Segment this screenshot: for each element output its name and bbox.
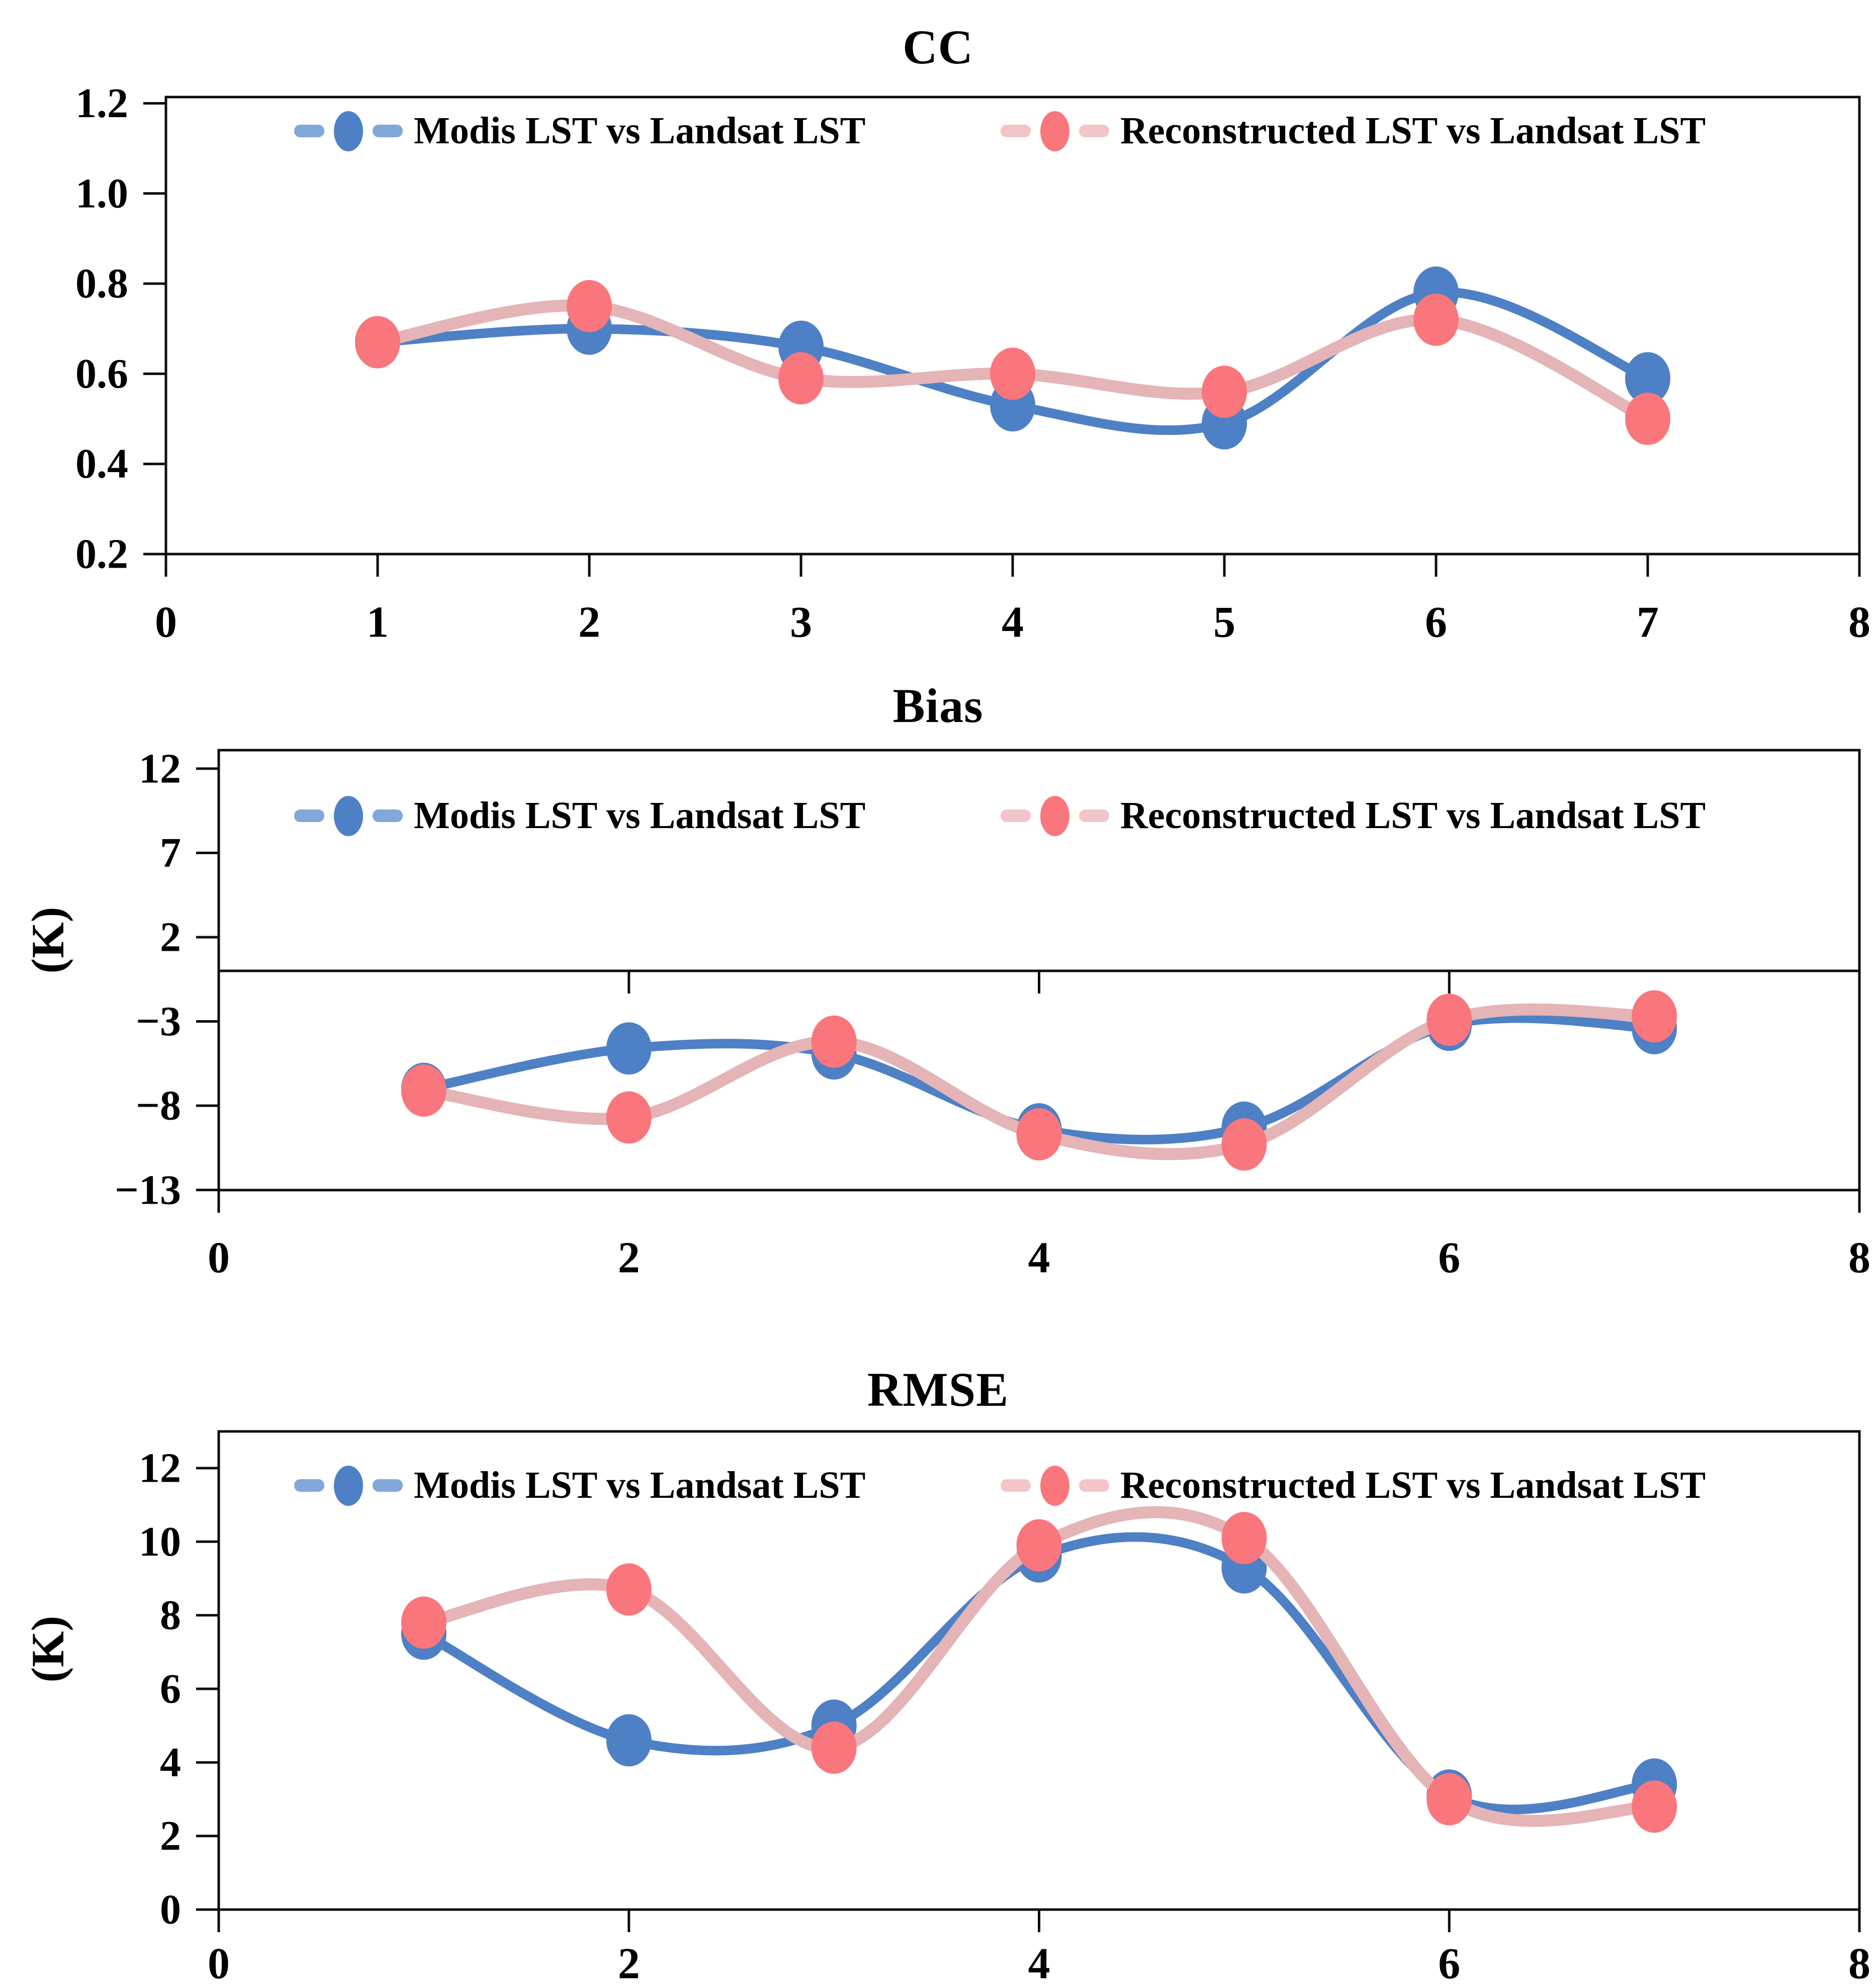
bias-y-tick-label: −3: [136, 998, 181, 1045]
chart-cc: CC Modis LST vs Landsat LST Reconstructe…: [0, 0, 1876, 669]
cc-x-tick-label: 1: [367, 598, 389, 647]
rmse-reconstructed-marker: [1426, 1773, 1472, 1826]
cc-plot-canvas: 1.2 1.0 0.8 0.6 0.4 0.2 0 1 2 3 4 5 6 7 8: [75, 80, 1870, 647]
cc-x-tick-label: 8: [1848, 598, 1870, 647]
cc-reconstructed-marker: [355, 316, 400, 369]
cc-x-tick-label: 3: [790, 598, 812, 647]
legend-label-reconstructed: Reconstructed LST vs Landsat LST: [1120, 794, 1706, 837]
bias-y-tick-label: 2: [160, 914, 181, 960]
rmse-reconstructed-marker: [606, 1563, 652, 1616]
chart-cc-title: CC: [903, 20, 973, 74]
rmse-x-tick-label: 2: [618, 1940, 640, 1987]
legend-label-modis: Modis LST vs Landsat LST: [414, 794, 866, 837]
reconstructed-legend-marker-icon: [1001, 1462, 1109, 1508]
rmse-reconstructed-marker: [1016, 1519, 1062, 1572]
cc-plot-frame: [164, 96, 1861, 556]
legend-label-reconstructed: Reconstructed LST vs Landsat LST: [1120, 109, 1706, 152]
rmse-x-tick-label: 4: [1028, 1940, 1050, 1987]
rmse-x-tick-label: 0: [208, 1940, 230, 1987]
bias-reconstructed-marker: [401, 1064, 446, 1117]
rmse-reconstructed-marker: [811, 1722, 857, 1774]
modis-legend-marker-icon: [294, 108, 403, 154]
cc-y-tick-label: 0.4: [75, 440, 128, 487]
rmse-reconstructed-marker: [401, 1596, 446, 1649]
bias-y-tick-label: −8: [136, 1082, 181, 1129]
rmse-y-tick-label: 6: [160, 1665, 181, 1712]
cc-x-tick-label: 4: [1002, 598, 1024, 647]
bias-reconstructed-marker: [1221, 1118, 1267, 1171]
cc-reconstructed-marker: [778, 352, 824, 405]
cc-x-tick-label: 6: [1425, 598, 1447, 647]
bias-plot-canvas: 12 7 2 −3 −8 −13 0 2 4 6 8: [115, 745, 1870, 1283]
rmse-y-tick-label: 4: [160, 1739, 181, 1786]
modis-legend-marker-icon: [294, 1462, 403, 1508]
bias-y-tick-label: −13: [115, 1166, 181, 1213]
chart-bias: Bias (K) Modis LST vs Landsat LST Recons…: [0, 669, 1876, 1317]
legend-label-modis: Modis LST vs Landsat LST: [414, 109, 866, 152]
legend-item-modis: Modis LST vs Landsat LST: [294, 792, 865, 839]
bias-y-tick-label: 7: [160, 830, 181, 876]
chart-bias-title: Bias: [892, 679, 984, 733]
cc-reconstructed-marker: [1413, 293, 1459, 346]
bias-x-tick-label: 6: [1438, 1234, 1460, 1283]
cc-reconstructed-marker: [990, 347, 1035, 400]
rmse-y-tick-label: 2: [160, 1813, 181, 1859]
cc-reconstructed-marker: [1625, 393, 1670, 445]
legend-item-reconstructed: Reconstructed LST vs Landsat LST: [1001, 1462, 1706, 1508]
bias-reconstructed-marker: [811, 1015, 857, 1068]
legend-item-reconstructed: Reconstructed LST vs Landsat LST: [1001, 108, 1706, 154]
bias-x-tick-label: 8: [1848, 1234, 1870, 1283]
cc-y-tick-label: 0.8: [75, 260, 128, 307]
cc-x-tick-label: 5: [1213, 598, 1235, 647]
legend-label-reconstructed: Reconstructed LST vs Landsat LST: [1120, 1464, 1706, 1506]
rmse-x-tick-label: 6: [1438, 1940, 1460, 1987]
bias-x-tick-label: 0: [208, 1234, 230, 1283]
modis-legend-marker-icon: [294, 792, 403, 839]
bias-x-tick-label: 4: [1028, 1234, 1050, 1283]
rmse-plot-frame: [217, 1430, 1861, 1911]
chart-rmse-title: RMSE: [867, 1363, 1009, 1416]
cc-reconstructed-marker: [567, 280, 612, 332]
bias-reconstructed-marker: [606, 1091, 652, 1144]
cc-y-tick-label: 1.0: [75, 170, 128, 217]
rmse-x-tick-label: 8: [1848, 1940, 1870, 1987]
rmse-reconstructed-marker: [1221, 1511, 1267, 1564]
bias-x-tick-label: 2: [618, 1234, 640, 1283]
rmse-y-tick-label: 0: [160, 1886, 181, 1933]
reconstructed-legend-marker-icon: [1001, 792, 1109, 839]
rmse-reconstructed-marker: [1632, 1780, 1677, 1833]
cc-x-tick-label: 7: [1637, 598, 1659, 647]
bias-reconstructed-marker: [1426, 994, 1472, 1046]
bias-y-tick-label: 12: [139, 745, 181, 792]
rmse-plot-canvas: 12 10 8 6 4 2 00 2 4 6 8: [139, 1430, 1870, 1987]
legend-item-modis: Modis LST vs Landsat LST: [294, 1462, 865, 1508]
cc-y-tick-label: 0.6: [75, 350, 128, 397]
rmse-y-tick-label: 8: [160, 1592, 181, 1639]
cc-y-tick-label: 1.2: [75, 80, 128, 127]
cc-x-tick-label: 0: [155, 598, 177, 647]
chart-rmse: RMSE (K) Modis LST vs Landsat LST Recons…: [0, 1317, 1876, 1987]
bias-reconstructed-marker: [1016, 1108, 1062, 1161]
bias-reconstructed-marker: [1632, 990, 1677, 1043]
cc-modis-marker: [1625, 352, 1670, 405]
rmse-y-tick-label: 12: [139, 1444, 181, 1491]
legend-label-modis: Modis LST vs Landsat LST: [414, 1464, 866, 1506]
cc-reconstructed-marker: [1202, 366, 1247, 418]
legend-item-modis: Modis LST vs Landsat LST: [294, 108, 865, 154]
rmse-y-tick-label: 10: [139, 1518, 181, 1565]
cc-y-tick-label: 0.2: [75, 531, 128, 578]
rmse-modis-marker: [606, 1714, 652, 1767]
reconstructed-legend-marker-icon: [1001, 108, 1109, 154]
cc-x-tick-label: 2: [578, 598, 600, 647]
legend-item-reconstructed: Reconstructed LST vs Landsat LST: [1001, 792, 1706, 839]
bias-modis-marker: [606, 1022, 652, 1075]
